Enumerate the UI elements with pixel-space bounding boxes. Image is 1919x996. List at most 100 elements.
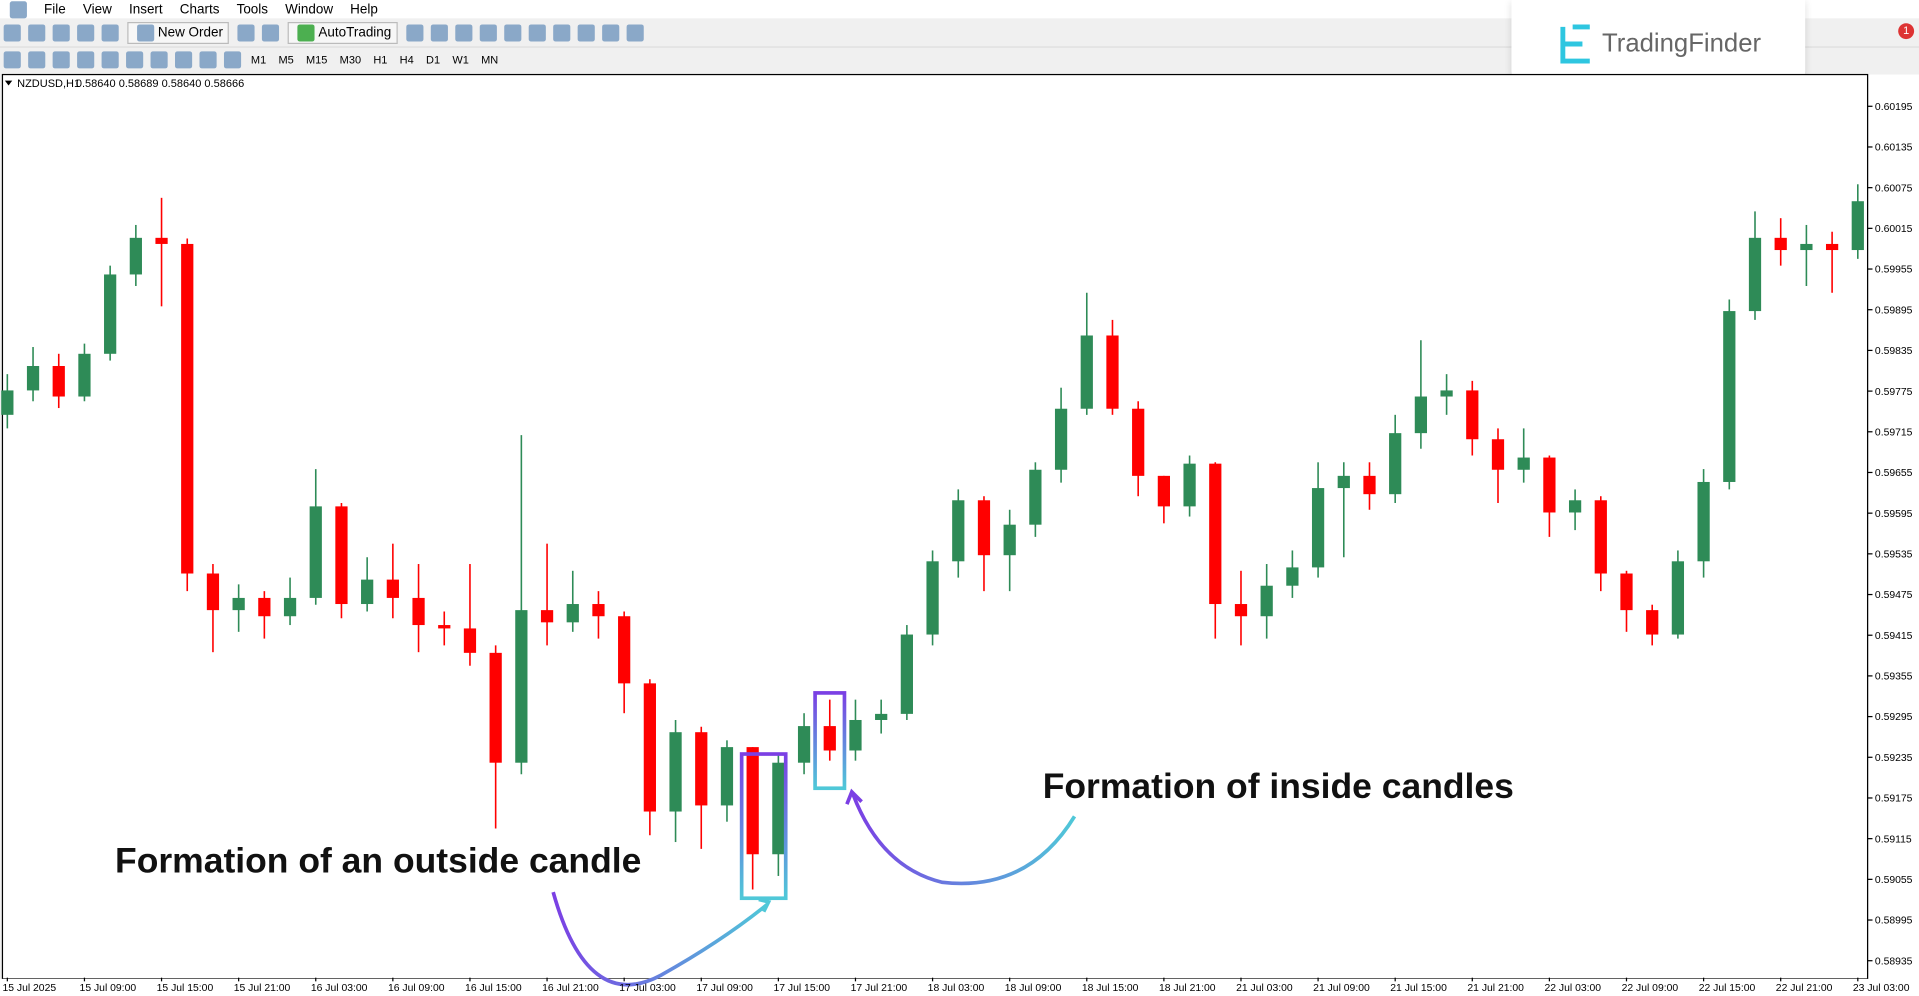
x-tick-label: 21 Jul 09:00 bbox=[1313, 983, 1370, 994]
candle-body bbox=[1389, 433, 1402, 495]
icon bbox=[137, 23, 155, 41]
y-tick-label: 0.59655 bbox=[1875, 468, 1913, 479]
y-tick-label: 0.59295 bbox=[1875, 712, 1913, 723]
candle-body bbox=[1774, 237, 1787, 251]
tool[interactable] bbox=[150, 51, 168, 69]
candle-body bbox=[772, 762, 785, 855]
menu-item[interactable]: Charts bbox=[179, 1, 220, 17]
timeframe[interactable]: M15 bbox=[306, 53, 328, 66]
timeframe[interactable]: M1 bbox=[250, 53, 267, 66]
tool[interactable] bbox=[199, 51, 217, 69]
tool[interactable] bbox=[528, 23, 546, 41]
tool[interactable] bbox=[77, 23, 95, 41]
tool[interactable] bbox=[175, 51, 193, 69]
x-tick-label: 21 Jul 03:00 bbox=[1236, 983, 1293, 994]
candle-body bbox=[1, 390, 14, 415]
tool[interactable] bbox=[237, 23, 255, 41]
candle-body bbox=[643, 683, 656, 812]
tool[interactable] bbox=[28, 23, 46, 41]
y-tick-label: 0.59175 bbox=[1875, 794, 1913, 805]
tool[interactable] bbox=[101, 51, 119, 69]
icon bbox=[297, 23, 315, 41]
candle-body bbox=[669, 732, 682, 812]
timeframe[interactable]: H1 bbox=[373, 53, 388, 66]
timeframe[interactable]: H4 bbox=[399, 53, 414, 66]
tool[interactable] bbox=[405, 23, 424, 41]
time-axis bbox=[0, 978, 1919, 996]
timeframe[interactable]: M5 bbox=[278, 53, 294, 66]
symbol: NZDUSD,H1 bbox=[17, 78, 80, 90]
candle-body bbox=[283, 597, 297, 617]
timeframe[interactable]: W1 bbox=[452, 53, 469, 66]
candle-body bbox=[1234, 604, 1248, 617]
y-tick-label: 0.59835 bbox=[1875, 346, 1913, 357]
candle-body bbox=[1157, 475, 1171, 507]
candle-body bbox=[361, 579, 374, 605]
new-order-button[interactable]: New Order bbox=[127, 21, 230, 44]
tool[interactable] bbox=[577, 23, 595, 41]
inside-candle-box bbox=[813, 691, 847, 791]
candle-body bbox=[1363, 475, 1376, 495]
candle-body bbox=[926, 561, 939, 635]
timeframe[interactable]: D1 bbox=[426, 53, 441, 66]
tool[interactable] bbox=[479, 23, 497, 41]
candle-body bbox=[386, 579, 399, 598]
tool[interactable] bbox=[52, 51, 70, 69]
menu-item[interactable]: Tools bbox=[236, 1, 269, 17]
tool[interactable] bbox=[3, 23, 21, 41]
tool[interactable] bbox=[77, 51, 95, 69]
tool[interactable] bbox=[552, 23, 570, 41]
tool[interactable] bbox=[262, 23, 280, 41]
y-tick-label: 0.59895 bbox=[1875, 305, 1913, 316]
candle-body bbox=[952, 500, 965, 562]
y-tick-label: 0.59235 bbox=[1875, 753, 1913, 764]
menu-item[interactable]: File bbox=[44, 1, 66, 17]
tool[interactable] bbox=[126, 51, 144, 69]
candle-body bbox=[1286, 567, 1299, 586]
notification-badge[interactable]: 1 bbox=[1898, 23, 1915, 40]
y-tick-label: 0.58995 bbox=[1875, 916, 1913, 927]
x-tick-label: 21 Jul 21:00 bbox=[1467, 983, 1524, 994]
candle-body bbox=[515, 610, 528, 763]
menu-item[interactable]: Insert bbox=[128, 1, 163, 17]
arrow bbox=[851, 793, 1077, 886]
menu-item[interactable]: Window bbox=[285, 1, 334, 17]
candle-body bbox=[1054, 408, 1068, 470]
logo-mark bbox=[1560, 24, 1590, 64]
tool[interactable] bbox=[223, 51, 242, 69]
tool[interactable] bbox=[28, 51, 46, 69]
y-tick-label: 0.59955 bbox=[1875, 265, 1913, 276]
candle-body bbox=[232, 597, 245, 611]
candle-body bbox=[797, 726, 811, 763]
candle-body bbox=[1491, 439, 1505, 470]
tool[interactable] bbox=[601, 23, 619, 41]
tool[interactable] bbox=[52, 23, 70, 41]
candle-body bbox=[438, 625, 451, 629]
candle-body bbox=[26, 366, 40, 391]
arrow bbox=[551, 891, 769, 987]
menu-item[interactable]: Help bbox=[350, 1, 378, 17]
candle-body bbox=[1003, 524, 1016, 556]
tool[interactable] bbox=[430, 23, 448, 41]
candle-body bbox=[1183, 463, 1196, 507]
tool[interactable] bbox=[101, 23, 119, 41]
candle-body bbox=[1106, 335, 1119, 409]
autotrading-button[interactable]: AutoTrading bbox=[287, 21, 398, 44]
menu-item[interactable]: View bbox=[82, 1, 112, 17]
candle-body bbox=[309, 506, 322, 598]
timeframe[interactable]: MN bbox=[481, 53, 499, 66]
y-tick-label: 0.60015 bbox=[1875, 224, 1913, 235]
tool[interactable] bbox=[626, 23, 644, 41]
candle-body bbox=[1311, 488, 1325, 568]
timeframe[interactable]: M30 bbox=[339, 53, 362, 66]
candle-body bbox=[540, 610, 554, 623]
candle-body bbox=[129, 237, 142, 275]
tool[interactable] bbox=[454, 23, 473, 41]
toolbar: New Order AutoTrading bbox=[0, 18, 1919, 48]
candle-body bbox=[977, 500, 991, 556]
tool[interactable] bbox=[503, 23, 522, 41]
tool[interactable] bbox=[3, 51, 21, 69]
y-tick-label: 0.59475 bbox=[1875, 590, 1913, 601]
candle-body bbox=[1132, 408, 1145, 476]
